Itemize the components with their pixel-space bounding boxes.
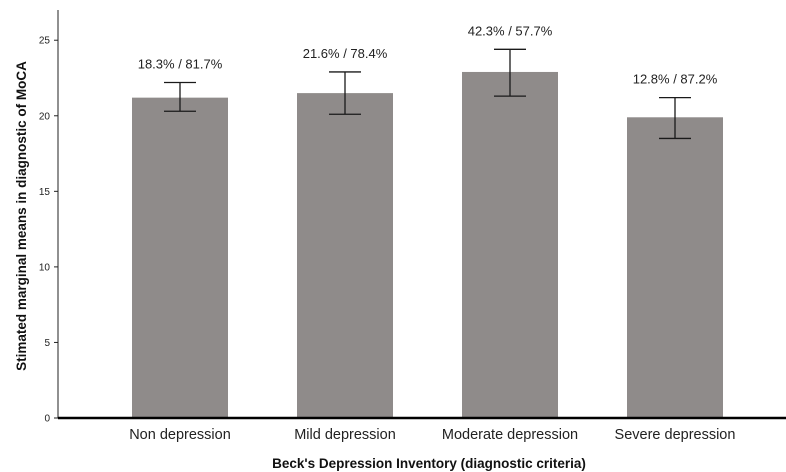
bar [627, 117, 723, 419]
y-tick-label: 10 [39, 262, 51, 273]
bar [462, 71, 558, 418]
x-tick-label: Mild depression [294, 427, 396, 443]
x-tick-label: Severe depression [615, 427, 736, 443]
x-tick-label: Moderate depression [442, 427, 578, 443]
data-label: 42.3% / 57.7% [468, 23, 553, 38]
x-tick-label: Non depression [129, 427, 231, 443]
y-tick-label: 25 [39, 36, 51, 47]
y-axis-title: Stimated marginal means in diagnostic of… [14, 61, 29, 371]
bar [297, 93, 393, 418]
y-tick-label: 15 [39, 187, 51, 198]
x-axis-title: Beck's Depression Inventory (diagnostic … [272, 456, 586, 471]
y-tick-label: 0 [44, 414, 50, 425]
y-tick-label: 20 [39, 111, 51, 122]
data-label: 12.8% / 87.2% [633, 72, 718, 87]
bar [132, 97, 228, 419]
data-label: 18.3% / 81.7% [138, 57, 223, 72]
y-tick-label: 5 [44, 338, 50, 349]
data-label: 21.6% / 78.4% [303, 46, 388, 61]
